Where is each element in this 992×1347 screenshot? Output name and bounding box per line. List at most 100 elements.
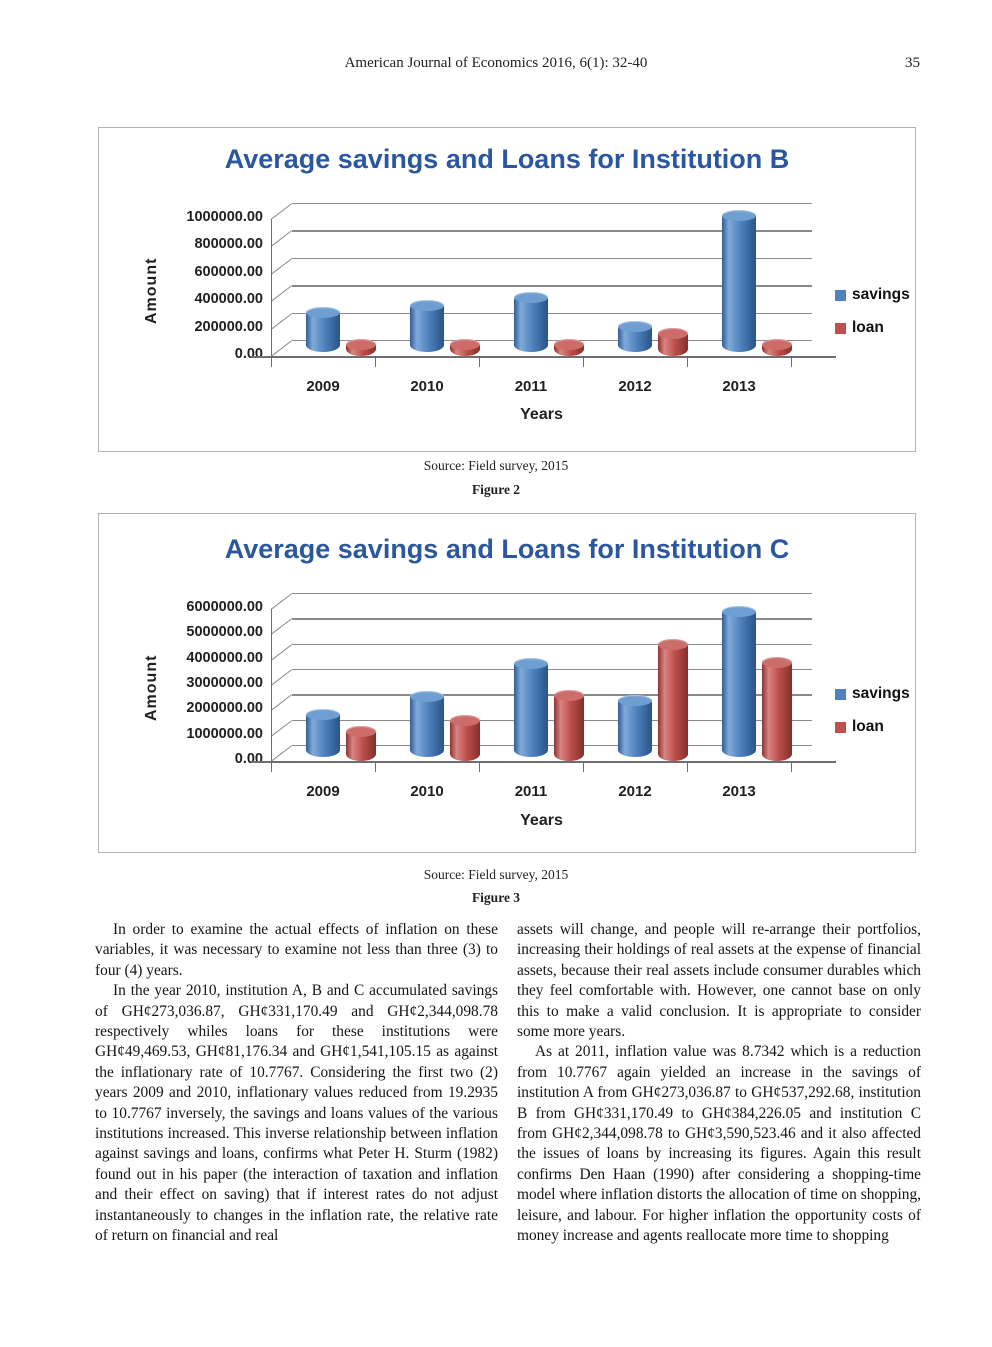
y-axis-tick-label: 5000000.00	[186, 624, 263, 641]
figure3-legend: savings loan	[835, 685, 910, 736]
y-axis-tick-label: 1000000.00	[186, 725, 263, 742]
y-axis-tick-label: 3000000.00	[186, 675, 263, 691]
x-axis-category-label: 2009	[306, 783, 340, 800]
y-axis-tick-label: 6000000.00	[186, 599, 263, 615]
y-axis-tick-label: 0.00	[234, 751, 263, 767]
gridline-depth-segment	[270, 312, 293, 330]
figure3-chart-title: Average savings and Loans for Institutio…	[224, 534, 790, 564]
legend-label-savings: savings	[852, 685, 910, 702]
y-axis-tick-label: 1000000.00	[186, 209, 263, 225]
x-axis-category-label: 2011	[514, 378, 548, 395]
x-axis-line	[251, 761, 836, 763]
paragraph: In order to examine the actual effects o…	[95, 921, 498, 979]
gridline-depth-segment	[270, 230, 293, 248]
figure2-legend: savings loan	[835, 286, 910, 337]
x-axis-category-label: 2009	[306, 378, 340, 395]
gridline-depth-segment	[270, 719, 293, 737]
gridline	[292, 203, 812, 205]
gridline	[292, 719, 812, 722]
page-number: 35	[905, 55, 920, 71]
figure3-x-axis-title: Years	[520, 812, 563, 829]
x-axis-tick	[791, 358, 793, 367]
y-axis-tick-label: 600000.00	[194, 263, 263, 280]
gridline	[292, 618, 812, 620]
paragraph: As at 2011, inflation value was 8.7342 w…	[517, 1043, 921, 1245]
figure2-y-axis-title: Amount	[143, 257, 160, 324]
bar-savings-2009	[306, 714, 340, 757]
bar-cap-loan-2012	[658, 639, 688, 650]
paragraph: In the year 2010, institution A, B and C…	[95, 982, 498, 1245]
bar-loan-2011	[554, 695, 584, 761]
figure3-caption: Figure 3	[471, 890, 521, 905]
figure2-chart: 0.00 200000.00 400000.00 600000.00 800000.00…	[98, 127, 916, 452]
gridline	[292, 593, 812, 595]
gridline	[292, 312, 812, 314]
x-axis-tick	[791, 763, 793, 772]
gridline	[292, 257, 812, 260]
figure3-plot-area: 0.00 1000000.00 2000000.00 3000000.00 400000…	[99, 514, 915, 852]
x-axis-tick	[687, 358, 689, 367]
gridline-depth-segment	[270, 340, 293, 358]
bar-savings-2011	[514, 663, 548, 757]
x-axis-tick	[479, 763, 481, 772]
gridline-depth-segment	[270, 203, 293, 221]
bar-cap-savings-2009	[306, 709, 340, 720]
bar-savings-2010	[410, 305, 444, 352]
body-column-left: In order to examine the actual effects o…	[95, 920, 498, 1247]
y-axis-line	[271, 609, 273, 761]
gridline-depth-segment	[270, 285, 293, 303]
body-column-right: assets will change, and people will re-a…	[517, 920, 921, 1247]
legend-item-savings: savings	[835, 286, 910, 304]
bar-cap-loan-2013	[762, 339, 792, 350]
x-axis-tick	[271, 358, 273, 367]
bar-cap-loan-2010	[450, 339, 480, 350]
x-axis-tick	[375, 358, 377, 367]
legend-item-loan: loan	[835, 718, 910, 736]
bar-cap-savings-2012	[618, 695, 652, 706]
legend-item-savings: savings	[835, 685, 910, 703]
x-axis-category-label: 2012	[618, 783, 652, 800]
gridline	[292, 643, 812, 646]
x-axis-category-label: 2013	[722, 378, 756, 395]
figure3-y-axis-title: Amount	[143, 654, 160, 721]
bar-loan-2013	[762, 662, 792, 761]
bar-savings-2012	[618, 700, 652, 757]
x-axis-category-label: 2012	[618, 378, 652, 395]
gridline-depth-segment	[270, 593, 293, 611]
bar-cap-savings-2010	[410, 691, 444, 702]
bar-savings-2011	[514, 297, 548, 352]
bar-cap-savings-2009	[306, 307, 340, 318]
bar-cap-savings-2011	[514, 292, 548, 303]
x-axis-category-label: 2011	[514, 783, 548, 800]
gridline	[292, 669, 812, 671]
figure2-x-axis-title: Years	[520, 406, 563, 423]
legend-swatch-savings	[835, 289, 846, 301]
legend-swatch-savings	[835, 688, 846, 700]
bar-cap-loan-2012	[658, 328, 688, 339]
gridline	[292, 340, 812, 342]
gridline	[292, 230, 812, 232]
figure2-plot-area: 0.00 200000.00 400000.00 600000.00 800000.00…	[99, 128, 915, 451]
figure3-source: Source: Field survey, 2015	[423, 867, 569, 882]
gridline	[292, 285, 812, 287]
legend-item-loan: loan	[835, 319, 910, 337]
x-axis-category-label: 2013	[722, 783, 756, 800]
bar-loan-2012	[658, 644, 688, 761]
legend-label-savings: savings	[852, 286, 910, 303]
journal-header: American Journal of Economics 2016, 6(1)…	[344, 55, 648, 71]
figure2-source: Source: Field survey, 2015	[423, 458, 569, 473]
paragraph: assets will change, and people will re-a…	[517, 921, 921, 1041]
bar-savings-2010	[410, 696, 444, 757]
y-axis-tick-label: 200000.00	[194, 318, 263, 335]
gridline-depth-segment	[270, 618, 293, 636]
figure2-chart-title: Average savings and Loans for Institutio…	[224, 144, 790, 174]
bar-cap-savings-2013	[722, 606, 756, 617]
bar-cap-loan-2011	[554, 339, 584, 350]
bar-cap-loan-2009	[346, 726, 376, 737]
x-axis-category-label: 2010	[410, 378, 444, 395]
bar-cap-loan-2013	[762, 657, 792, 668]
gridline	[292, 694, 812, 696]
bar-cap-savings-2011	[514, 658, 548, 669]
gridline-depth-segment	[270, 694, 293, 712]
legend-label-loan: loan	[852, 718, 884, 735]
